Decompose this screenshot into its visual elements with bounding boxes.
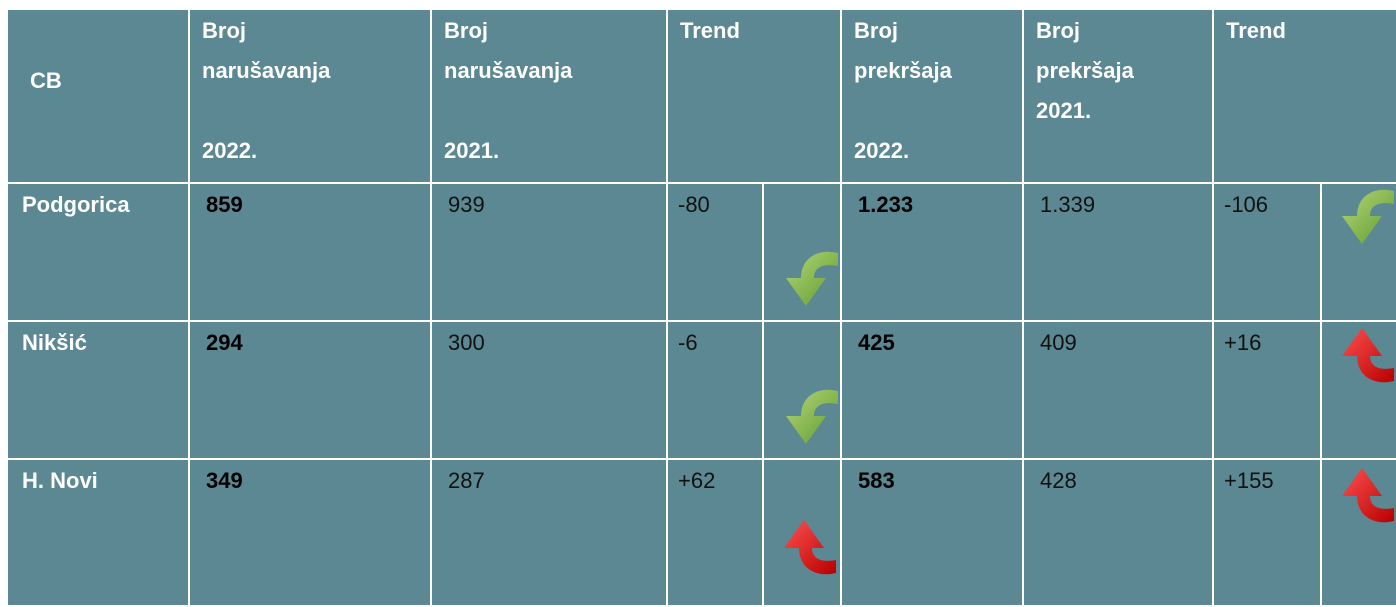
table-cell: 300 — [432, 322, 666, 458]
header-text: Broj — [1036, 18, 1080, 43]
header-text: Broj — [854, 18, 898, 43]
cell-text: 409 — [1040, 330, 1077, 355]
icon-shape — [786, 390, 838, 444]
icon-shape — [1342, 190, 1394, 244]
header-cell: Trend — [1214, 10, 1396, 182]
cell-text: 1.339 — [1040, 192, 1096, 217]
cell-text: 428 — [1040, 468, 1077, 493]
table-cell: 428 — [1024, 460, 1212, 605]
table-cell: -106 — [1214, 184, 1320, 320]
table-cell: H. Novi — [8, 460, 188, 605]
trend-down-icon — [1332, 186, 1394, 246]
cell-text: 294 — [206, 330, 243, 355]
header-cell: Trend — [668, 10, 840, 182]
header-text: Trend — [1226, 18, 1286, 43]
header-text: 2022. — [202, 138, 258, 163]
table-cell: Nikšić — [8, 322, 188, 458]
cell-text: +155 — [1224, 468, 1274, 493]
cell-text: 859 — [206, 192, 243, 217]
trend-up-icon — [774, 518, 836, 578]
table-cell: 1.233 — [842, 184, 1022, 320]
table-cell: +155 — [1214, 460, 1320, 605]
header-cell: Broj narušavanja 2021. — [432, 10, 666, 182]
cell-text: -106 — [1224, 192, 1269, 217]
header-text: prekršaja — [1036, 58, 1134, 83]
header-text: Trend — [680, 18, 740, 43]
header-cell: Broj narušavanja 2022. — [190, 10, 430, 182]
cell-text: -6 — [678, 330, 698, 355]
header-cell: Broj prekršaja 2022. — [842, 10, 1022, 182]
header-text: 2021. — [444, 138, 500, 163]
table-cell: 409 — [1024, 322, 1212, 458]
table-cell: 294 — [190, 322, 430, 458]
trend-up-icon — [1332, 326, 1394, 386]
header-text: narušavanja — [444, 58, 573, 83]
header-text: Broj — [444, 18, 488, 43]
cell-text: H. Novi — [22, 468, 98, 493]
icon-shape — [786, 252, 838, 306]
cell-text: -80 — [678, 192, 710, 217]
cell-text: 287 — [448, 468, 485, 493]
table-cell: 349 — [190, 460, 430, 605]
cell-text: 939 — [448, 192, 485, 217]
table-cell: +16 — [1214, 322, 1320, 458]
table-cell: 939 — [432, 184, 666, 320]
trend-down-icon — [776, 248, 838, 308]
table-cell: 1.339 — [1024, 184, 1212, 320]
cell-text: 583 — [858, 468, 895, 493]
header-text: 2021. — [1036, 98, 1092, 123]
table-cell: 859 — [190, 184, 430, 320]
cell-text: +16 — [1224, 330, 1262, 355]
header-text: narušavanja — [202, 58, 331, 83]
header-text: CB — [30, 68, 62, 93]
cell-text: 1.233 — [858, 192, 914, 217]
icon-shape — [1342, 328, 1394, 382]
table-cell: -6 — [668, 322, 762, 458]
trend-down-icon — [776, 386, 838, 446]
table-cell: -80 — [668, 184, 762, 320]
header-text: 2022. — [854, 138, 910, 163]
header-text: Broj — [202, 18, 246, 43]
table-cell: +62 — [668, 460, 762, 605]
header-text: prekršaja — [854, 58, 952, 83]
icon-shape — [784, 520, 836, 574]
table-cell: 287 — [432, 460, 666, 605]
cell-text: Podgorica — [22, 192, 130, 217]
cell-text: 349 — [206, 468, 243, 493]
cell-text: 425 — [858, 330, 895, 355]
trend-up-icon — [1332, 466, 1394, 526]
header-cell: CB — [8, 10, 188, 182]
table-cell: 425 — [842, 322, 1022, 458]
cell-text: Nikšić — [22, 330, 87, 355]
table-cell: 583 — [842, 460, 1022, 605]
cell-text: +62 — [678, 468, 716, 493]
table-cell: Podgorica — [8, 184, 188, 320]
cell-text: 300 — [448, 330, 485, 355]
header-cell: Broj prekršaja 2021. — [1024, 10, 1212, 182]
icon-shape — [1342, 468, 1394, 522]
